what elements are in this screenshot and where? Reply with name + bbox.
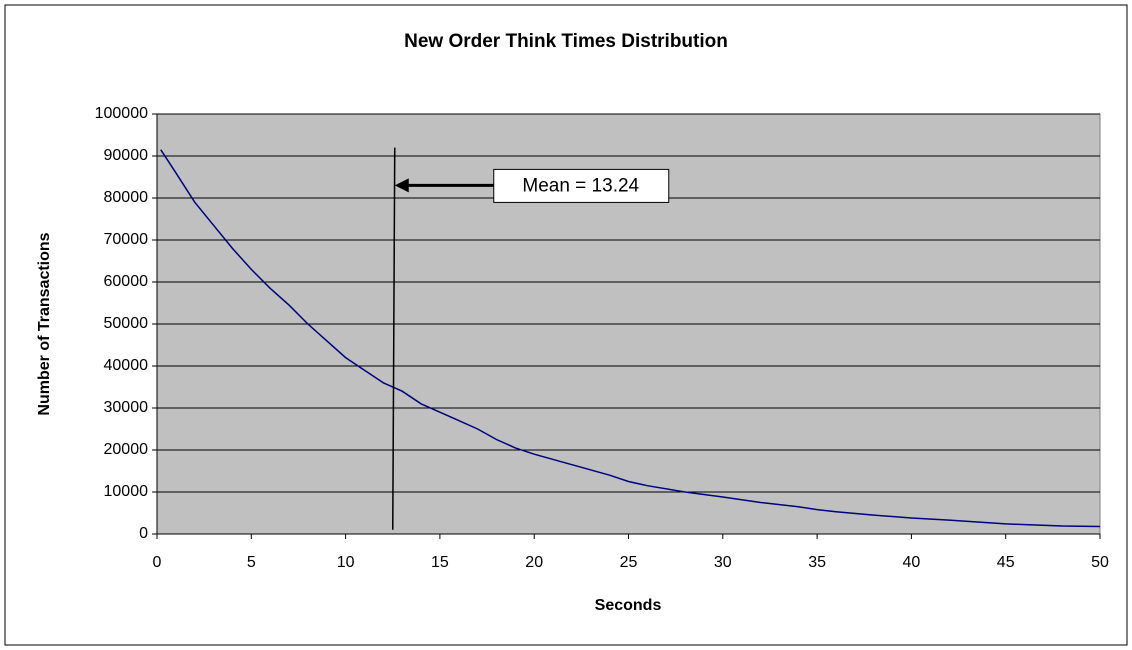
x-tick-label: 10 — [337, 554, 355, 571]
annotation-box — [493, 168, 670, 203]
y-tick-label: 0 — [139, 525, 148, 542]
y-tick-label: 100000 — [95, 105, 148, 122]
y-tick-label: 70000 — [104, 231, 149, 248]
y-tick-label: 50000 — [104, 315, 149, 332]
x-tick-label: 0 — [153, 554, 162, 571]
arrow-head — [394, 178, 409, 193]
y-tick-label: 90000 — [104, 147, 149, 164]
annotation: Mean = 13.24 — [522, 175, 639, 196]
x-tick-label: 40 — [903, 554, 921, 571]
y-tick-label: 80000 — [104, 189, 149, 206]
x-tick-label: 5 — [247, 554, 256, 571]
y-tick-label: 60000 — [104, 273, 149, 290]
y-tick-label: 20000 — [104, 441, 149, 458]
x-tick-label: 50 — [1091, 554, 1109, 571]
x-tick-label: 35 — [808, 554, 826, 571]
x-tick-label: 15 — [431, 554, 449, 571]
chart-title: New Order Think Times Distribution — [404, 31, 728, 52]
x-axis-label: Seconds — [595, 597, 662, 614]
y-axis-label: Number of Transactions — [36, 232, 53, 415]
x-tick-label: 45 — [997, 554, 1015, 571]
x-tick-label: 30 — [714, 554, 732, 571]
y-tick-label: 40000 — [104, 357, 149, 374]
y-tick-label: 30000 — [104, 399, 149, 416]
data-line — [160, 149, 1101, 528]
y-tick-label: 10000 — [104, 483, 149, 500]
x-tick-label: 20 — [525, 554, 543, 571]
x-tick-label: 25 — [620, 554, 638, 571]
mean-line — [392, 147, 396, 530]
